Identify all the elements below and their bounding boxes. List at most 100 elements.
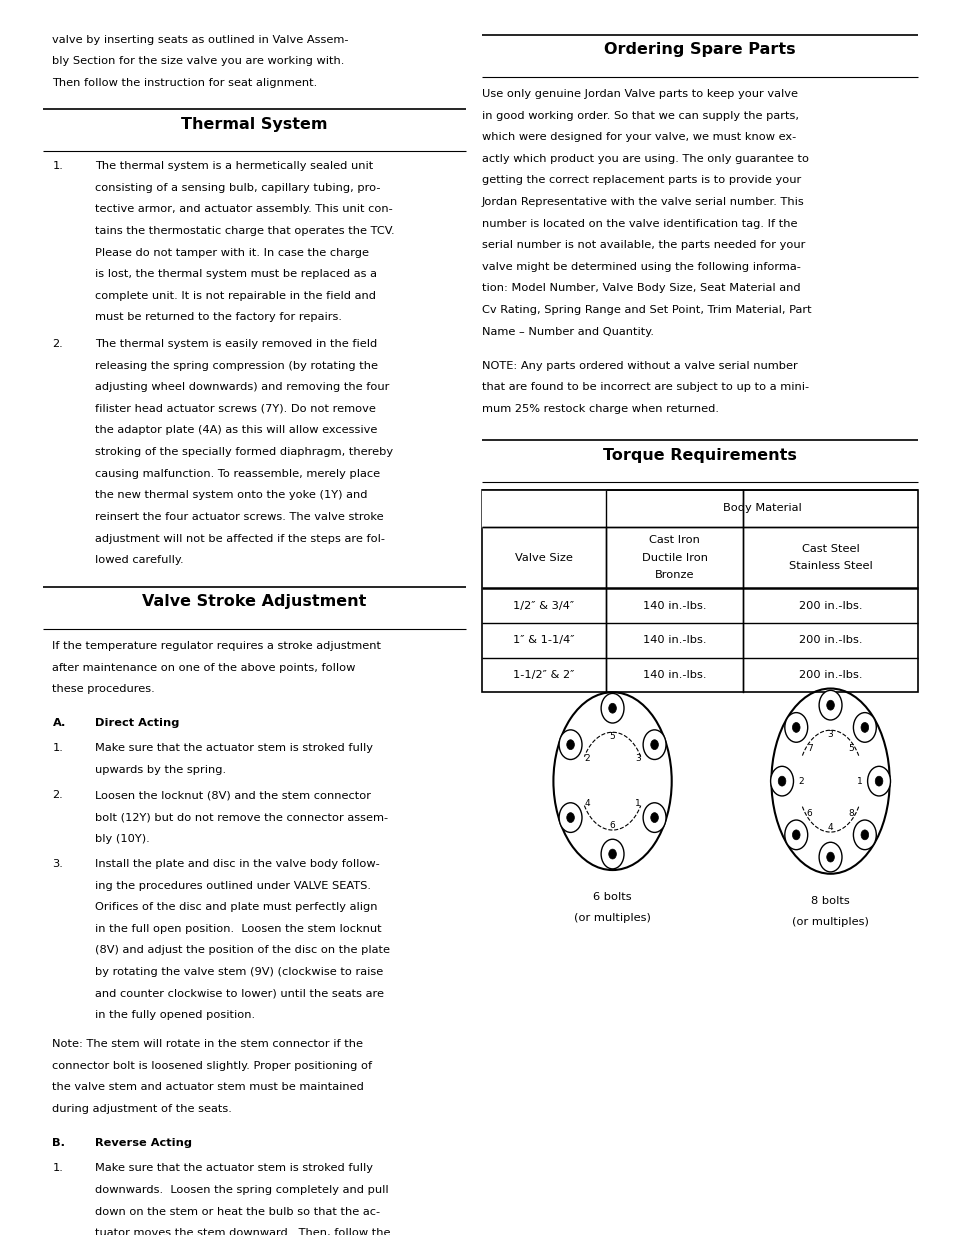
Text: 140 in.-lbs.: 140 in.-lbs. <box>642 669 706 680</box>
Circle shape <box>792 722 800 732</box>
Circle shape <box>861 830 868 840</box>
Text: 1.: 1. <box>52 162 63 172</box>
Circle shape <box>600 693 623 722</box>
Text: (or multiples): (or multiples) <box>791 916 868 927</box>
Text: 140 in.-lbs.: 140 in.-lbs. <box>642 635 706 646</box>
Text: 8: 8 <box>848 809 854 819</box>
Circle shape <box>826 852 834 862</box>
Text: is lost, the thermal system must be replaced as a: is lost, the thermal system must be repl… <box>95 269 377 279</box>
Text: by rotating the valve stem (9V) (clockwise to raise: by rotating the valve stem (9V) (clockwi… <box>95 967 383 977</box>
Text: Body Material: Body Material <box>721 503 801 514</box>
Text: Bronze: Bronze <box>655 569 694 580</box>
Text: Note: The stem will rotate in the stem connector if the: Note: The stem will rotate in the stem c… <box>52 1039 363 1050</box>
Text: 2.: 2. <box>52 338 63 350</box>
Text: down on the stem or heat the bulb so that the ac-: down on the stem or heat the bulb so tha… <box>95 1207 380 1216</box>
Text: Name – Number and Quantity.: Name – Number and Quantity. <box>481 326 653 337</box>
Text: Ductile Iron: Ductile Iron <box>641 552 707 563</box>
Text: Cast Steel: Cast Steel <box>801 543 859 555</box>
Text: tective armor, and actuator assembly. This unit con-: tective armor, and actuator assembly. Th… <box>95 204 393 215</box>
Text: A.: A. <box>52 718 66 729</box>
Text: 1-1/2″ & 2″: 1-1/2″ & 2″ <box>513 669 574 680</box>
Text: tains the thermostatic charge that operates the TCV.: tains the thermostatic charge that opera… <box>95 226 395 236</box>
Text: The thermal system is easily removed in the field: The thermal system is easily removed in … <box>95 338 377 350</box>
Text: causing malfunction. To reassemble, merely place: causing malfunction. To reassemble, mere… <box>95 468 380 479</box>
Text: 2: 2 <box>798 777 803 785</box>
Text: tuator moves the stem downward.  Then, follow the: tuator moves the stem downward. Then, fo… <box>95 1228 391 1235</box>
Text: which were designed for your valve, we must know ex-: which were designed for your valve, we m… <box>481 132 795 142</box>
Text: 1.: 1. <box>52 743 63 753</box>
Text: lowed carefully.: lowed carefully. <box>95 555 184 566</box>
Text: in good working order. So that we can supply the parts,: in good working order. So that we can su… <box>481 111 798 121</box>
Text: valve might be determined using the following informa-: valve might be determined using the foll… <box>481 262 800 272</box>
Circle shape <box>853 713 876 742</box>
Text: 140 in.-lbs.: 140 in.-lbs. <box>642 600 706 611</box>
Text: (or multiples): (or multiples) <box>574 913 650 924</box>
Circle shape <box>819 690 841 720</box>
Text: adjustment will not be affected if the steps are fol-: adjustment will not be affected if the s… <box>95 534 385 543</box>
Circle shape <box>826 700 834 710</box>
Text: Thermal System: Thermal System <box>181 117 327 132</box>
Text: 5: 5 <box>848 743 854 753</box>
Text: adjusting wheel downwards) and removing the four: adjusting wheel downwards) and removing … <box>95 382 390 393</box>
Text: 5: 5 <box>609 732 615 741</box>
Text: Stainless Steel: Stainless Steel <box>788 561 871 572</box>
Text: the adaptor plate (4A) as this will allow excessive: the adaptor plate (4A) as this will allo… <box>95 425 377 436</box>
Text: 3: 3 <box>827 730 833 740</box>
Text: filister head actuator screws (7Y). Do not remove: filister head actuator screws (7Y). Do n… <box>95 404 375 414</box>
Text: Use only genuine Jordan Valve parts to keep your valve: Use only genuine Jordan Valve parts to k… <box>481 89 797 99</box>
Text: must be returned to the factory for repairs.: must be returned to the factory for repa… <box>95 312 342 322</box>
Text: Reverse Acting: Reverse Acting <box>95 1137 193 1149</box>
Text: The thermal system is a hermetically sealed unit: The thermal system is a hermetically sea… <box>95 162 374 172</box>
Text: Cv Rating, Spring Range and Set Point, Trim Material, Part: Cv Rating, Spring Range and Set Point, T… <box>481 305 811 315</box>
Text: during adjustment of the seats.: during adjustment of the seats. <box>52 1104 233 1114</box>
Circle shape <box>784 713 807 742</box>
Text: If the temperature regulator requires a stroke adjustment: If the temperature regulator requires a … <box>52 641 381 651</box>
Text: Orifices of the disc and plate must perfectly align: Orifices of the disc and plate must perf… <box>95 902 377 913</box>
Text: stroking of the specially formed diaphragm, thereby: stroking of the specially formed diaphra… <box>95 447 393 457</box>
Text: mum 25% restock charge when returned.: mum 25% restock charge when returned. <box>481 404 718 414</box>
Text: B.: B. <box>52 1137 66 1149</box>
Text: 7: 7 <box>806 743 812 753</box>
Circle shape <box>608 703 616 713</box>
Circle shape <box>866 766 889 795</box>
Text: releasing the spring compression (by rotating the: releasing the spring compression (by rot… <box>95 361 378 370</box>
Text: Cast Iron: Cast Iron <box>649 535 700 546</box>
Text: 6: 6 <box>806 809 812 819</box>
Text: Valve Size: Valve Size <box>515 552 572 563</box>
Text: connector bolt is loosened slightly. Proper positioning of: connector bolt is loosened slightly. Pro… <box>52 1061 373 1071</box>
Circle shape <box>853 820 876 850</box>
Circle shape <box>566 813 574 823</box>
Text: Please do not tamper with it. In case the charge: Please do not tamper with it. In case th… <box>95 247 369 258</box>
Text: 1: 1 <box>857 777 862 785</box>
Text: 200 in.-lbs.: 200 in.-lbs. <box>798 635 862 646</box>
Text: Torque Requirements: Torque Requirements <box>602 447 796 463</box>
Text: 1.: 1. <box>52 1163 63 1173</box>
Text: that are found to be incorrect are subject to up to a mini-: that are found to be incorrect are subje… <box>481 382 808 393</box>
Text: Jordan Representative with the valve serial number. This: Jordan Representative with the valve ser… <box>481 196 803 207</box>
Text: Ordering Spare Parts: Ordering Spare Parts <box>603 42 795 57</box>
Text: in the full open position.  Loosen the stem locknut: in the full open position. Loosen the st… <box>95 924 381 934</box>
Text: 200 in.-lbs.: 200 in.-lbs. <box>798 669 862 680</box>
Text: Valve Stroke Adjustment: Valve Stroke Adjustment <box>142 594 366 609</box>
Circle shape <box>778 776 785 785</box>
Text: these procedures.: these procedures. <box>52 684 155 694</box>
Text: 1/2″ & 3/4″: 1/2″ & 3/4″ <box>513 600 574 611</box>
Text: Make sure that the actuator stem is stroked fully: Make sure that the actuator stem is stro… <box>95 1163 373 1173</box>
Text: Loosen the locknut (8V) and the stem connector: Loosen the locknut (8V) and the stem con… <box>95 790 371 800</box>
Text: bly Section for the size valve you are working with.: bly Section for the size valve you are w… <box>52 56 344 67</box>
Text: complete unit. It is not repairable in the field and: complete unit. It is not repairable in t… <box>95 290 376 301</box>
Text: and counter clockwise to lower) until the seats are: and counter clockwise to lower) until th… <box>95 988 384 999</box>
Text: Make sure that the actuator stem is stroked fully: Make sure that the actuator stem is stro… <box>95 743 373 753</box>
Text: actly which product you are using. The only guarantee to: actly which product you are using. The o… <box>481 153 808 164</box>
Text: 8 bolts: 8 bolts <box>810 895 849 906</box>
Text: (8V) and adjust the position of the disc on the plate: (8V) and adjust the position of the disc… <box>95 945 390 956</box>
Circle shape <box>650 813 658 823</box>
Text: 2.: 2. <box>52 790 63 800</box>
Circle shape <box>558 730 581 760</box>
Circle shape <box>874 776 882 785</box>
Text: in the fully opened position.: in the fully opened position. <box>95 1010 255 1020</box>
Circle shape <box>819 842 841 872</box>
Text: number is located on the valve identification tag. If the: number is located on the valve identific… <box>481 219 797 228</box>
Text: 4: 4 <box>827 823 833 832</box>
Text: consisting of a sensing bulb, capillary tubing, pro-: consisting of a sensing bulb, capillary … <box>95 183 380 193</box>
